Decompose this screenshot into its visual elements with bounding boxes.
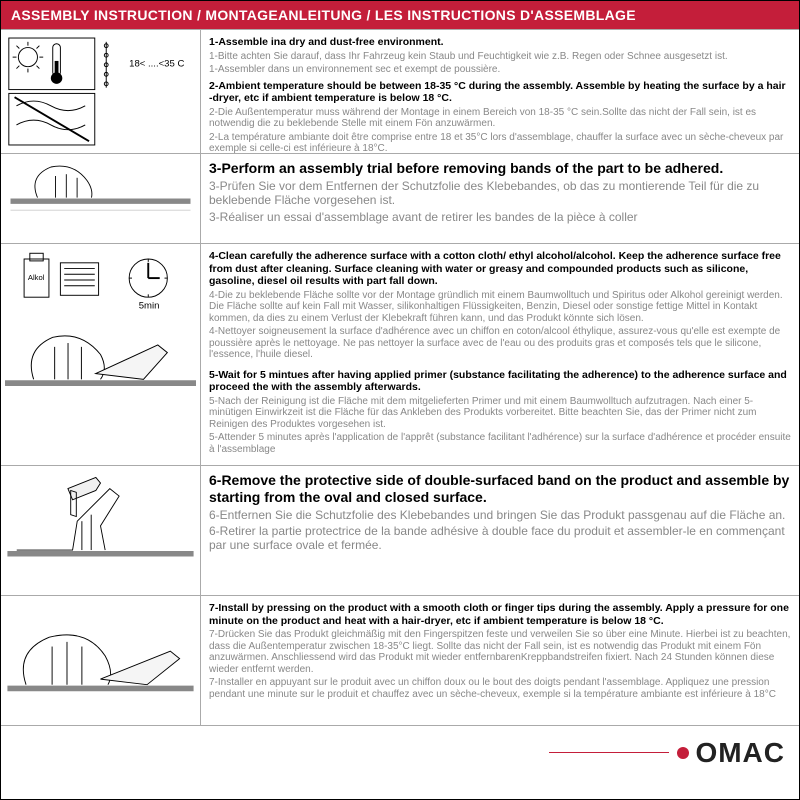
step6-de: 6-Entfernen Sie die Schutzfolie des Kleb…: [209, 508, 791, 522]
logo-line: [549, 752, 669, 753]
step2-de: 2-Die Außentemperatur muss während der M…: [209, 107, 791, 130]
step-row-3: 3-Perform an assembly trial before remov…: [1, 153, 799, 243]
step7-fr: 7-Installer en appuyant sur le produit a…: [209, 677, 791, 700]
step3-fr: 3-Réaliser un essai d'assemblage avant d…: [209, 210, 791, 224]
step7-de: 7-Drücken Sie das Produkt gleichmäßig mi…: [209, 629, 791, 675]
brand-name: OMAC: [695, 737, 785, 769]
step-row-1-2: 18< ....<35 C 1-Assemble ina dry and dus…: [1, 29, 799, 153]
step-7-text: 7-Install by pressing on the product wit…: [201, 596, 799, 725]
timer-label: 5min: [139, 301, 160, 312]
step4-de: 4-Die zu beklebende Fläche sollte vor de…: [209, 290, 791, 325]
step2-fr: 2-La température ambiante doit être comp…: [209, 132, 791, 155]
assembly-instruction-page: ASSEMBLY INSTRUCTION / MONTAGEANLEITUNG …: [0, 0, 800, 800]
step3-de: 3-Prüfen Sie vor dem Entfernen der Schut…: [209, 179, 791, 208]
step-row-6: 6-Remove the protective side of double-s…: [1, 465, 799, 595]
page-header: ASSEMBLY INSTRUCTION / MONTAGEANLEITUNG …: [1, 1, 799, 29]
step-1-2-text: 1-Assemble ina dry and dust-free environ…: [201, 30, 799, 153]
step4-en: 4-Clean carefully the adherence surface …: [209, 250, 791, 288]
step1-de: 1-Bitte achten Sie darauf, dass Ihr Fahr…: [209, 51, 791, 63]
step2-en: 2-Ambient temperature should be between …: [209, 80, 791, 105]
illustration-remove-film: [1, 466, 201, 595]
step6-en: 6-Remove the protective side of double-s…: [209, 472, 791, 506]
step1-fr: 1-Assembler dans un environnement sec et…: [209, 64, 791, 76]
logo-dot-icon: [677, 747, 689, 759]
illustration-temperature: 18< ....<35 C: [1, 30, 201, 153]
instruction-rows: 18< ....<35 C 1-Assemble ina dry and dus…: [1, 29, 799, 799]
step5-fr: 5-Attender 5 minutes après l'application…: [209, 432, 791, 455]
step-row-4-5: Alkol 5min: [1, 243, 799, 465]
step5-de: 5-Nach der Reinigung ist die Fläche mit …: [209, 396, 791, 431]
step7-en: 7-Install by pressing on the product wit…: [209, 602, 791, 627]
step-6-text: 6-Remove the protective side of double-s…: [201, 466, 799, 595]
step6-fr: 6-Retirer la partie protectrice de la ba…: [209, 524, 791, 553]
illustration-trial: [1, 154, 201, 243]
step-4-5-text: 4-Clean carefully the adherence surface …: [201, 244, 799, 465]
brand-logo: OMAC: [677, 737, 785, 769]
header-title: ASSEMBLY INSTRUCTION / MONTAGEANLEITUNG …: [11, 7, 636, 23]
bottle-label: Alkol: [28, 273, 45, 282]
footer: OMAC: [1, 725, 799, 779]
step-3-text: 3-Perform an assembly trial before remov…: [201, 154, 799, 243]
step-row-7: 7-Install by pressing on the product wit…: [1, 595, 799, 725]
illustration-clean: Alkol 5min: [1, 244, 201, 465]
step1-en: 1-Assemble ina dry and dust-free environ…: [209, 36, 791, 49]
step5-en: 5-Wait for 5 mintues after having applie…: [209, 369, 791, 394]
temp-range-label: 18< ....<35 C: [129, 59, 184, 70]
step4-fr: 4-Nettoyer soigneusement la surface d'ad…: [209, 326, 791, 361]
step3-en: 3-Perform an assembly trial before remov…: [209, 160, 791, 177]
illustration-press: [1, 596, 201, 725]
